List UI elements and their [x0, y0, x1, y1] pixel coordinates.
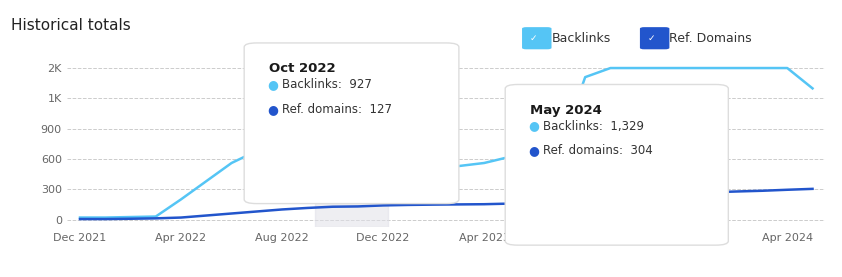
Text: Ref. domains:  304: Ref. domains: 304 [543, 145, 653, 157]
Text: Ref. domains:  127: Ref. domains: 127 [282, 103, 392, 116]
Text: ●: ● [528, 145, 539, 157]
Text: ●: ● [267, 78, 278, 91]
Bar [315, 50, 388, 227]
Text: Ref. Domains: Ref. Domains [669, 32, 752, 45]
Text: Backlinks:  927: Backlinks: 927 [282, 78, 372, 91]
Text: Oct 2022: Oct 2022 [269, 62, 336, 75]
Text: May 2024: May 2024 [530, 104, 602, 117]
Text: Backlinks: Backlinks [552, 32, 610, 45]
Text: ✓: ✓ [530, 34, 537, 43]
Text: ●: ● [267, 103, 278, 116]
Text: ✓: ✓ [647, 34, 655, 43]
Text: ●: ● [528, 120, 539, 132]
Text: Backlinks:  1,329: Backlinks: 1,329 [543, 120, 644, 132]
Text: Historical totals: Historical totals [11, 18, 131, 33]
